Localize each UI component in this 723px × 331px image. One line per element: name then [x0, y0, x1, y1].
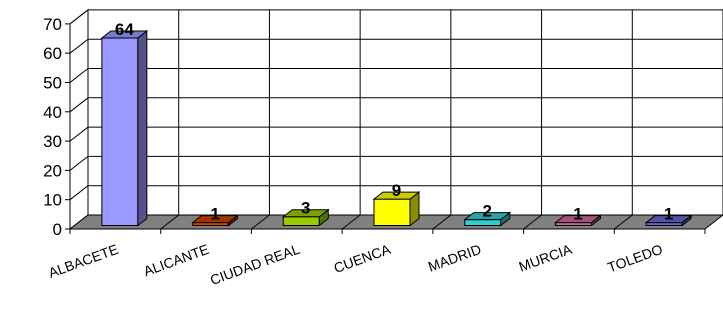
x-tick-label: ALBACETE	[46, 241, 120, 281]
data-label: 64	[115, 20, 134, 39]
y-tick-label: 10	[43, 191, 62, 210]
bar-front	[102, 38, 138, 226]
x-tick-label: MURCIA	[517, 241, 575, 275]
x-tick-label: TOLEDO	[605, 241, 664, 276]
data-label: 1	[210, 205, 219, 224]
y-tick-label: 50	[43, 74, 62, 93]
side-wall	[70, 10, 88, 229]
back-wall	[88, 10, 723, 215]
data-label: 3	[301, 199, 310, 218]
y-tick-label: 0	[53, 220, 62, 239]
x-tick-label: CIUDAD REAL	[208, 241, 302, 288]
y-tick-label: 30	[43, 132, 62, 151]
y-tick-label: 20	[43, 161, 62, 180]
data-label: 9	[392, 181, 401, 200]
data-label: 1	[573, 205, 582, 224]
y-tick-label: 40	[43, 103, 62, 122]
bar-front	[374, 199, 410, 225]
y-tick-label: 70	[43, 15, 62, 34]
bar-front	[283, 217, 319, 226]
x-tick-label: MADRID	[426, 241, 483, 275]
data-label: 1	[664, 205, 673, 224]
y-tick-label: 60	[43, 44, 62, 63]
x-tick-label: CUENCA	[331, 241, 393, 276]
bar-side	[138, 31, 147, 226]
bar-albacete	[102, 31, 147, 226]
y-tick-labels: 0 10 20 30 40 50 60 70	[43, 15, 62, 239]
x-tick-label: ALICANTE	[141, 241, 211, 279]
data-label: 2	[482, 202, 491, 221]
